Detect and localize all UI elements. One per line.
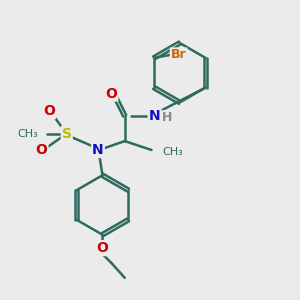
Text: Br: Br <box>171 48 187 62</box>
Text: CH₃: CH₃ <box>18 129 38 139</box>
Text: CH₃: CH₃ <box>162 147 183 158</box>
Text: H: H <box>162 111 172 124</box>
Text: O: O <box>97 241 108 255</box>
Text: O: O <box>36 143 47 157</box>
Text: O: O <box>43 104 55 118</box>
Text: N: N <box>148 109 160 123</box>
Text: O: O <box>105 86 117 100</box>
Text: N: N <box>92 143 104 157</box>
Text: S: S <box>62 127 72 141</box>
